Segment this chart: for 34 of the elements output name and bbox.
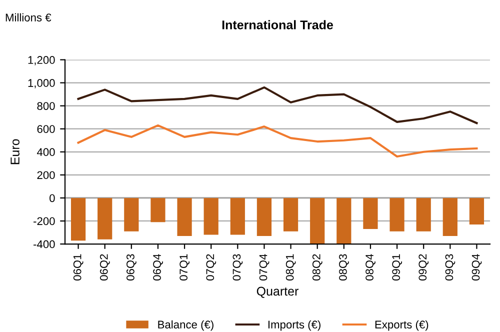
legend-label: Exports (€) [375,320,428,331]
x-tick-label: 09Q1 [392,254,402,280]
y-tick-label: 0 [50,194,55,202]
x-tick-label: 07Q4 [259,254,270,280]
x-tick-label: 07Q3 [232,254,243,280]
y-axis-title: Euro [10,139,20,164]
y-tick-label: 400 [36,148,55,156]
x-tick-label: 09Q2 [418,254,429,280]
x-tick-label: 06Q1 [73,254,84,280]
x-tick-label: 06Q3 [126,254,136,280]
legend-label: Balance (€) [158,320,214,331]
y-tick-label: 800 [37,102,55,110]
x-tick-label: 06Q4 [153,254,163,280]
x-tick-label: 08Q3 [339,254,349,280]
x-tick-label: 09Q4 [472,254,482,280]
x-tick-label: 08Q1 [286,254,296,280]
y-tick-label: 600 [37,125,55,133]
x-tick-label: 09Q3 [445,254,456,280]
x-tick-label: 08Q4 [366,254,376,280]
chart-title: International Trade [222,20,333,30]
legend-label: Imports (€) [268,320,320,331]
y-tick-label: -400 [34,240,55,248]
y-tick-label: 200 [37,171,55,180]
x-tick-label: 08Q2 [312,254,322,280]
line-series [77,124,478,158]
x-tick-label: 07Q1 [180,254,190,280]
y-tick-label: 1,200 [28,56,55,66]
x-tick-label: 06Q2 [100,254,110,280]
y-tick-label: 1,000 [28,79,55,88]
x-axis-title: Quarter [256,286,298,298]
x-tick-label: 07Q2 [206,254,216,280]
text: Millions € [6,13,52,22]
line-series [77,86,478,124]
y-tick-label: -200 [34,217,55,226]
